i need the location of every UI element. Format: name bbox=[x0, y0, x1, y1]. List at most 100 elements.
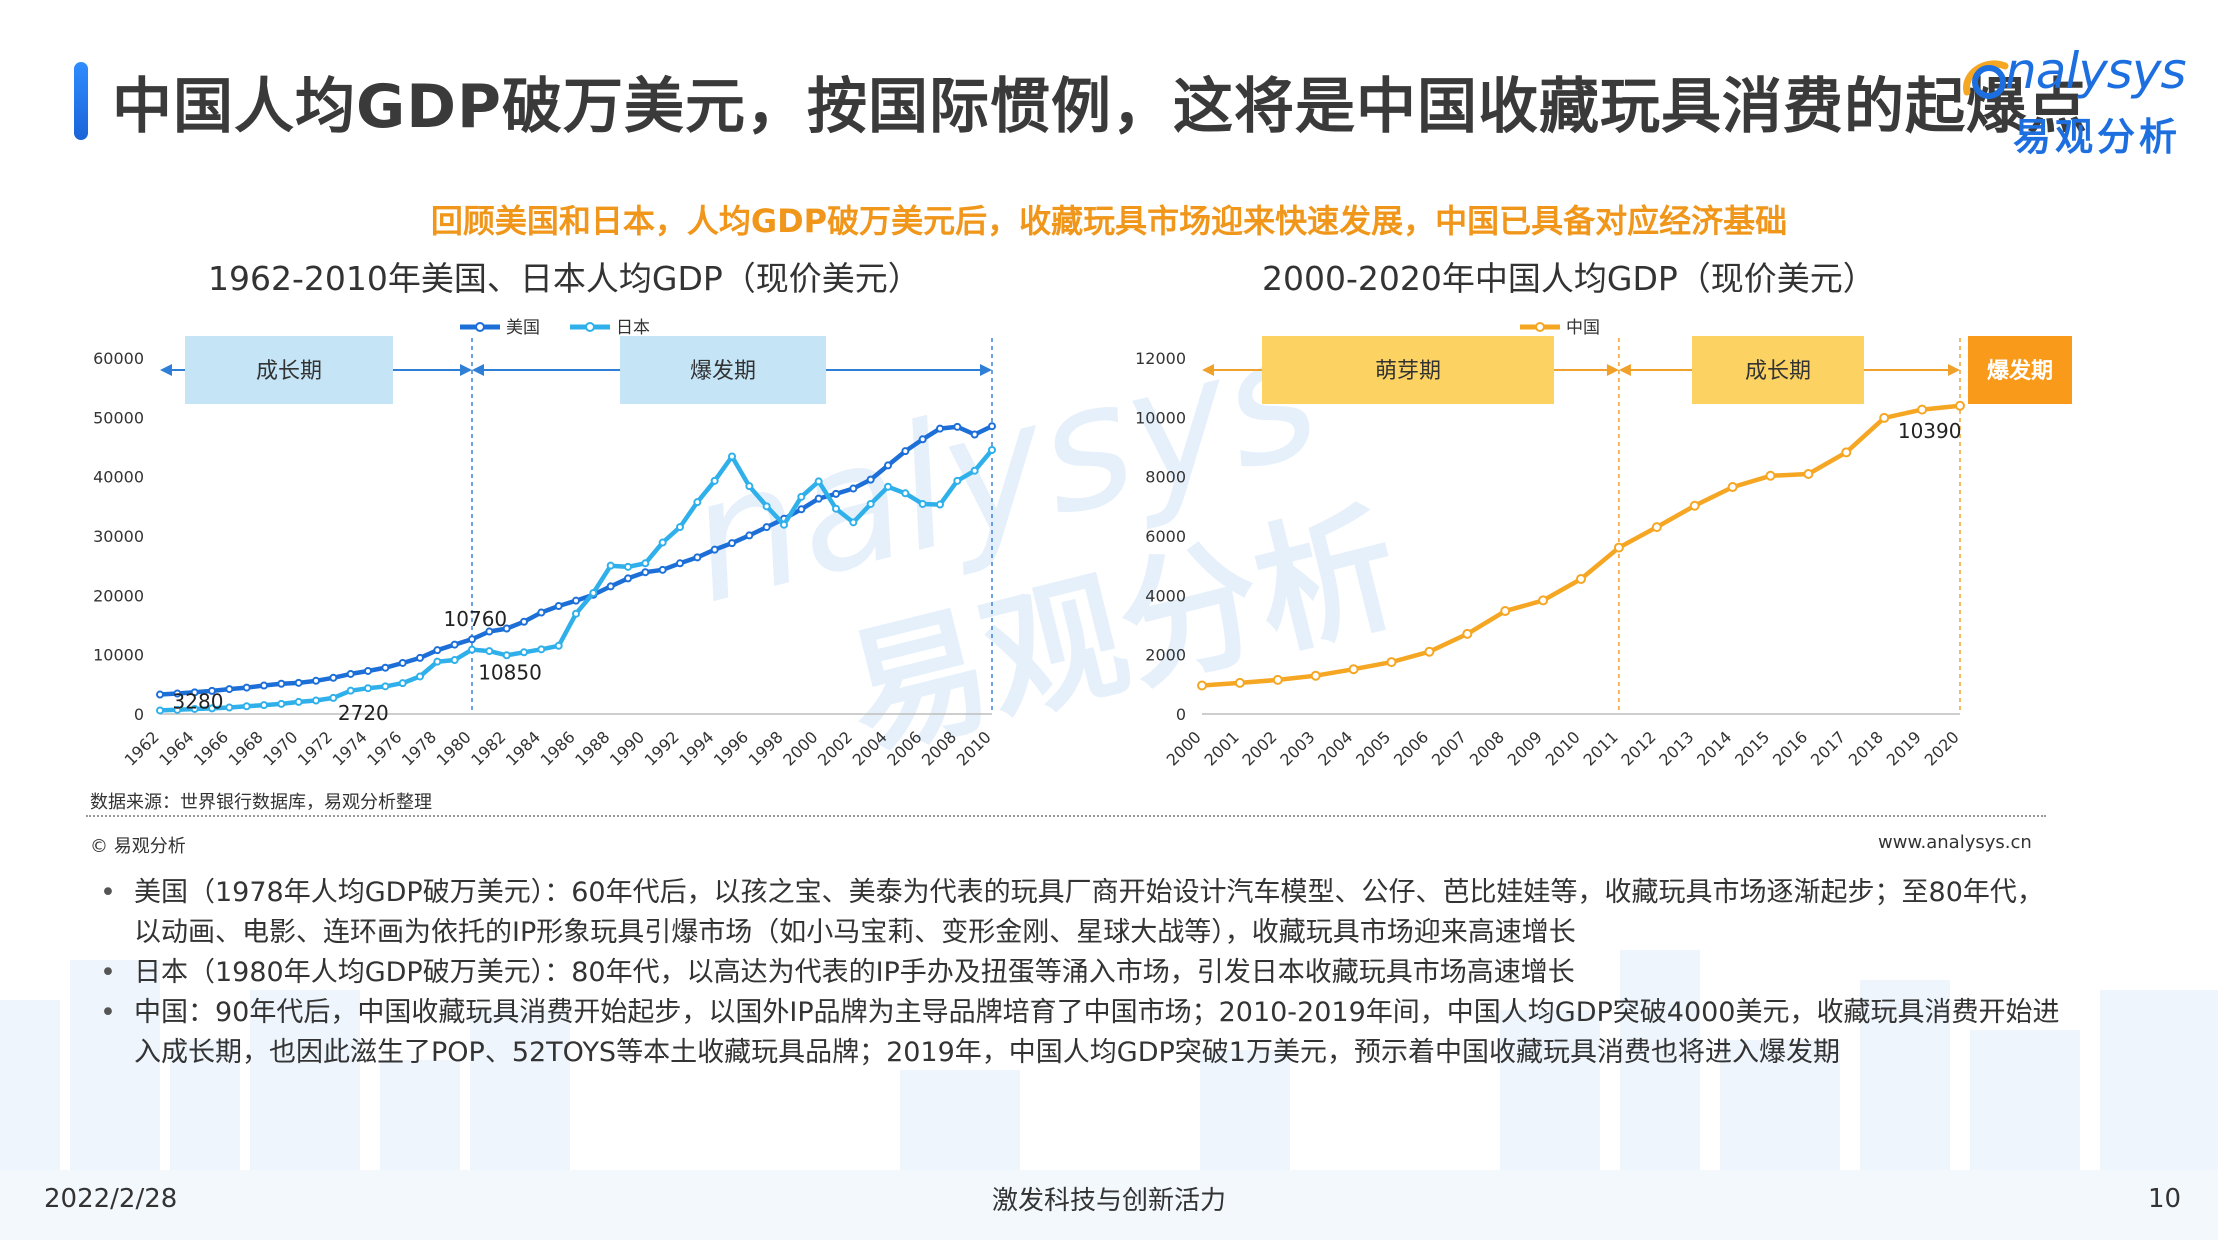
data-point bbox=[1917, 404, 1928, 415]
divider-dotted bbox=[86, 815, 2046, 817]
data-point bbox=[988, 445, 996, 454]
data-point bbox=[710, 476, 719, 485]
data-point bbox=[606, 561, 615, 570]
chart-china-gdp: 0200040006000800010000120002000200120022… bbox=[1135, 318, 2072, 770]
bullet-china: 中国：90年代后，中国收藏玩具消费开始起步，以国外IP品牌为主导品牌培育了中国市… bbox=[100, 993, 2060, 1073]
x-tick-label: 1988 bbox=[571, 727, 613, 769]
data-point bbox=[329, 673, 338, 682]
chart-title-us-japan: 1962-2010年美国、日本人均GDP（现价美元） bbox=[208, 259, 921, 298]
data-point bbox=[762, 523, 771, 532]
data-point bbox=[1879, 412, 1890, 423]
x-tick-label: 1998 bbox=[745, 727, 787, 769]
x-tick-label: 2017 bbox=[1807, 727, 1849, 769]
data-point bbox=[866, 475, 875, 484]
data-point bbox=[1727, 482, 1738, 493]
data-point bbox=[277, 699, 286, 708]
y-tick-label: 2000 bbox=[1145, 646, 1186, 665]
x-tick-label: 2000 bbox=[779, 727, 821, 769]
data-point bbox=[554, 641, 563, 650]
data-point bbox=[693, 498, 702, 507]
data-point bbox=[832, 504, 840, 513]
phase-box bbox=[1968, 336, 2072, 404]
data-point bbox=[381, 663, 390, 672]
data-point bbox=[520, 648, 528, 657]
legend-label: 中国 bbox=[1566, 318, 1600, 338]
data-point bbox=[502, 624, 511, 633]
data-point bbox=[745, 531, 754, 540]
data-point bbox=[242, 702, 251, 711]
data-point bbox=[693, 553, 702, 562]
data-point bbox=[433, 646, 442, 655]
data-point bbox=[728, 452, 736, 461]
y-tick-label: 60000 bbox=[93, 349, 144, 368]
data-point bbox=[416, 653, 424, 662]
data-point bbox=[936, 500, 944, 509]
data-point bbox=[849, 484, 858, 493]
data-point bbox=[676, 559, 684, 568]
data-point bbox=[485, 627, 494, 636]
footer-slogan: 激发科技与创新活力 bbox=[991, 1186, 1226, 1216]
phase-arrow-head bbox=[1202, 364, 1214, 376]
data-point bbox=[1348, 664, 1359, 675]
x-tick-label: 2010 bbox=[953, 727, 995, 769]
data-source: 数据来源：世界银行数据库，易观分析整理 bbox=[90, 792, 432, 813]
data-point bbox=[398, 658, 407, 667]
data-point bbox=[762, 502, 771, 511]
phase-arrow-head bbox=[980, 364, 992, 376]
x-tick-label: 2020 bbox=[1921, 727, 1963, 769]
data-label: 3280 bbox=[173, 690, 224, 714]
data-label: 2720 bbox=[338, 701, 389, 725]
x-tick-label: 1978 bbox=[398, 727, 440, 769]
bullet-japan: 日本（1980年人均GDP破万美元）：80年代，以高达为代表的IP手办及扭蛋等涌… bbox=[100, 953, 2060, 993]
data-point bbox=[814, 477, 823, 486]
data-point bbox=[554, 602, 563, 611]
data-point bbox=[814, 494, 823, 503]
phase-label: 萌芽期 bbox=[1375, 359, 1441, 384]
x-tick-label: 2019 bbox=[1883, 727, 1925, 769]
title-accent-bar bbox=[74, 62, 88, 140]
data-point bbox=[537, 645, 546, 654]
data-point bbox=[312, 696, 320, 705]
page-number: 10 bbox=[2148, 1184, 2182, 1214]
y-tick-label: 0 bbox=[134, 705, 144, 724]
data-point bbox=[242, 683, 251, 692]
data-point bbox=[190, 704, 199, 713]
data-point bbox=[1651, 522, 1662, 533]
data-point bbox=[1841, 447, 1852, 458]
data-point bbox=[346, 669, 355, 678]
phase-arrow-head bbox=[1618, 364, 1631, 376]
data-point bbox=[208, 704, 216, 713]
x-tick-label: 2000 bbox=[1163, 727, 1205, 769]
data-point bbox=[381, 682, 390, 691]
data-point bbox=[1576, 574, 1586, 585]
brand-logo: nalysys 易观分析 bbox=[1963, 42, 2187, 162]
website-link[interactable]: www.analysys.cn bbox=[1878, 832, 2032, 853]
data-point bbox=[849, 518, 858, 527]
y-tick-label: 0 bbox=[1176, 705, 1186, 724]
page-title: 中国人均GDP破万美元，按国际惯例，这将是中国收藏玩具消费的起爆点 bbox=[112, 72, 2089, 142]
phase-arrow-head bbox=[1606, 364, 1619, 376]
x-tick-label: 2008 bbox=[918, 727, 960, 769]
x-tick-label: 2016 bbox=[1769, 727, 1811, 769]
x-tick-label: 1982 bbox=[467, 727, 509, 769]
y-tick-label: 12000 bbox=[1135, 349, 1186, 368]
data-point bbox=[346, 686, 355, 695]
data-point bbox=[624, 562, 632, 571]
x-tick-label: 2009 bbox=[1504, 727, 1546, 769]
data-point bbox=[1424, 646, 1435, 657]
data-point bbox=[260, 681, 268, 690]
data-point bbox=[433, 657, 442, 666]
x-tick-label: 2006 bbox=[1390, 727, 1432, 769]
y-tick-label: 10000 bbox=[1135, 408, 1186, 427]
x-tick-label: 2012 bbox=[1617, 727, 1659, 769]
x-tick-label: 2018 bbox=[1845, 727, 1887, 769]
y-tick-label: 50000 bbox=[93, 408, 144, 427]
data-point bbox=[468, 645, 476, 654]
data-point bbox=[450, 640, 459, 649]
x-tick-label: 2001 bbox=[1201, 727, 1243, 769]
data-point bbox=[520, 617, 528, 626]
data-point bbox=[416, 672, 424, 681]
data-point bbox=[1462, 628, 1473, 639]
data-point bbox=[277, 679, 286, 688]
data-label: 10760 bbox=[444, 607, 508, 631]
